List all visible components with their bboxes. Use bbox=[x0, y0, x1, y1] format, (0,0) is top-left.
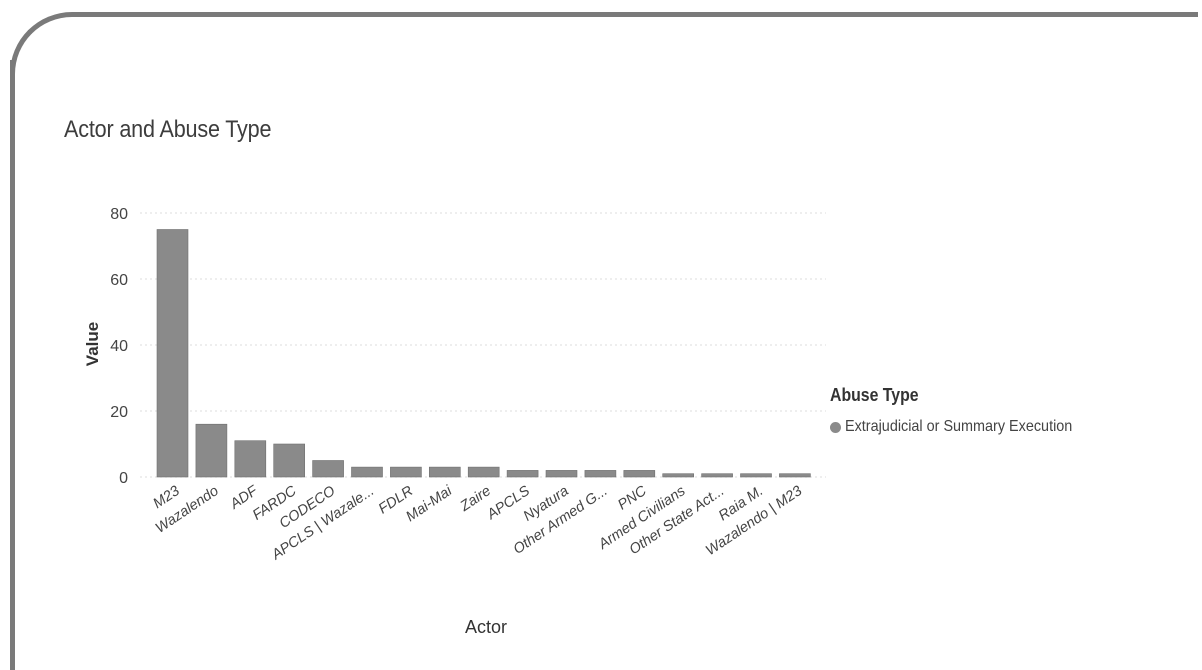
bar[interactable] bbox=[545, 470, 578, 478]
bar[interactable] bbox=[234, 440, 267, 478]
x-axis-label: Actor bbox=[465, 617, 507, 637]
bar[interactable] bbox=[195, 423, 228, 478]
bar[interactable] bbox=[467, 466, 500, 478]
y-tick-label: 0 bbox=[119, 470, 128, 487]
legend-title: Abuse Type bbox=[830, 385, 919, 405]
y-tick-label: 60 bbox=[110, 272, 128, 289]
y-tick-label: 80 bbox=[110, 206, 128, 223]
legend-item[interactable]: Extrajudicial or Summary Execution bbox=[830, 418, 1098, 436]
bar[interactable] bbox=[506, 470, 539, 478]
y-tick-label: 20 bbox=[110, 404, 128, 421]
bar[interactable] bbox=[662, 473, 695, 478]
chart-card bbox=[10, 12, 1198, 664]
legend: Abuse Type Extrajudicial or Summary Exec… bbox=[830, 385, 1098, 436]
legend-dot-icon bbox=[830, 421, 841, 433]
bar[interactable] bbox=[312, 460, 344, 478]
y-tick-label: 40 bbox=[110, 338, 128, 355]
bar[interactable] bbox=[779, 473, 811, 478]
bar[interactable] bbox=[623, 470, 656, 478]
bar[interactable] bbox=[740, 473, 772, 478]
bar[interactable] bbox=[351, 466, 383, 478]
bar[interactable] bbox=[701, 473, 733, 478]
y-axis-ticks: 0 20 40 60 80 bbox=[110, 206, 128, 487]
bar[interactable] bbox=[584, 470, 617, 478]
bar[interactable] bbox=[390, 466, 422, 478]
grid-lines bbox=[140, 212, 826, 478]
y-axis-label: Value bbox=[83, 322, 102, 366]
bar[interactable] bbox=[428, 466, 461, 478]
bars bbox=[156, 229, 811, 478]
bar[interactable] bbox=[273, 443, 306, 478]
legend-label: Extrajudicial or Summary Execution bbox=[845, 418, 1073, 435]
chart-title: Actor and Abuse Type bbox=[64, 116, 272, 143]
card-border bbox=[10, 60, 15, 670]
bar[interactable] bbox=[156, 229, 189, 478]
